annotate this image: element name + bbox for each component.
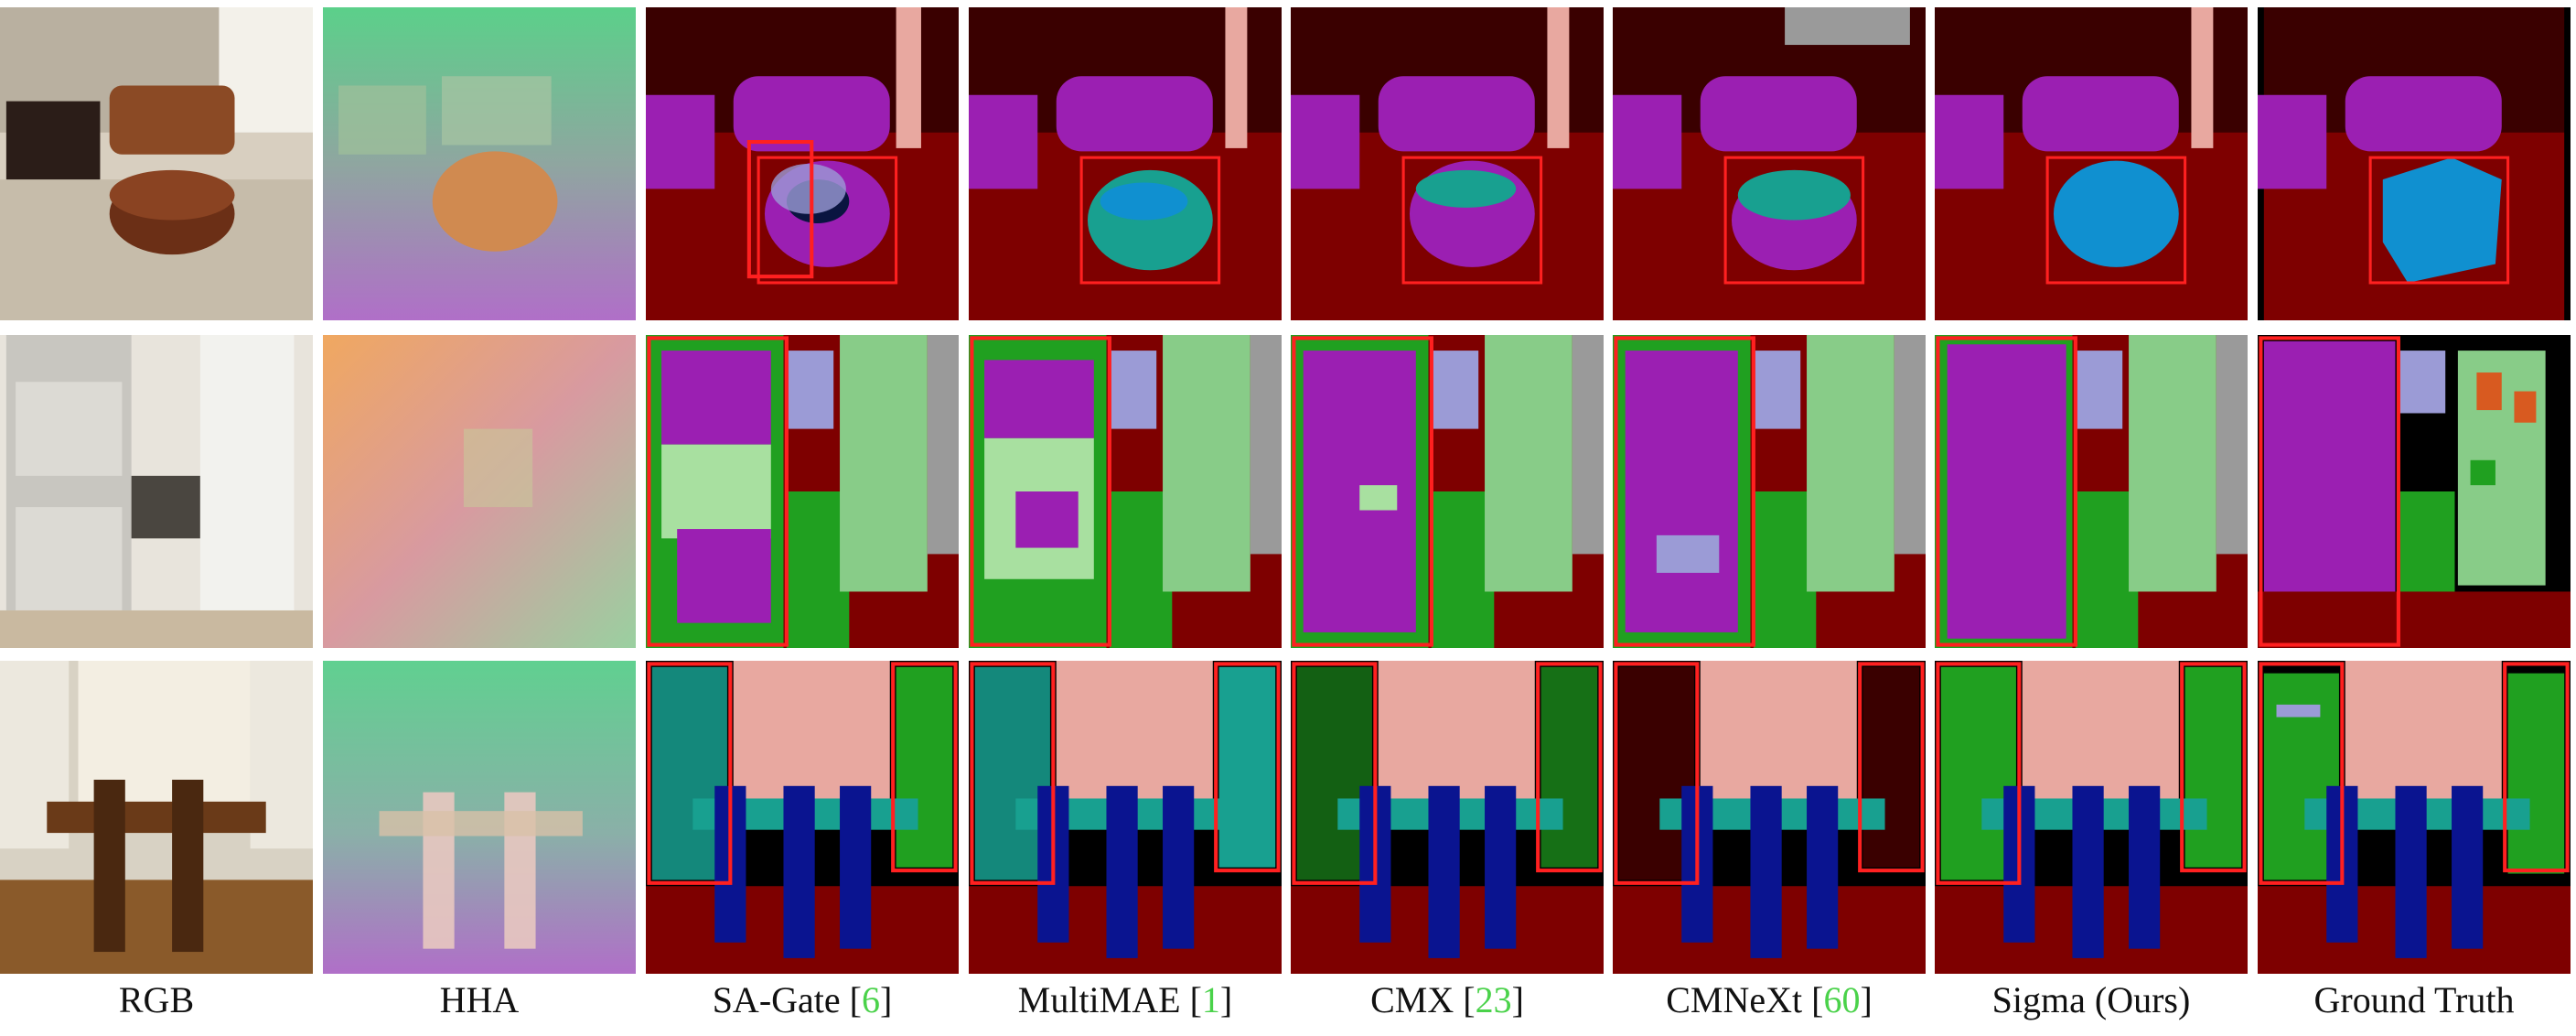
hha-living-room-image [323,7,636,320]
citation-link[interactable]: 6 [861,979,880,1020]
cmx-dining-room-prediction [1291,661,1604,974]
caption-rgb: RGB [118,979,195,1020]
caption-multimae: MultiMAE [1] [1017,979,1233,1020]
cmx-kitchen-prediction [1291,335,1604,648]
multimae-living-room-prediction [969,7,1282,320]
ground-truth-living-room [2258,7,2571,320]
multimae-kitchen-prediction [969,335,1282,648]
citation-link[interactable]: 1 [1201,979,1220,1020]
sigma-dining-room-prediction [1935,661,2248,974]
ground-truth-dining-room [2258,661,2571,974]
cmnext-dining-room-prediction [1613,661,1926,974]
cmnext-living-room-prediction [1613,7,1926,320]
rgb-kitchen-image [0,335,313,648]
hha-dining-room-image [323,661,636,974]
sa-gate-kitchen-prediction [646,335,959,648]
hha-kitchen-image [323,335,636,648]
sa-gate-living-room-prediction [646,7,959,320]
caption-hha: HHA [439,979,520,1020]
citation-link[interactable]: 60 [1823,979,1861,1020]
caption-sigma: Sigma (Ours) [1991,979,2191,1020]
citation-link[interactable]: 23 [1475,979,1512,1020]
rgb-dining-room-image [0,661,313,974]
cmnext-kitchen-prediction [1613,335,1926,648]
caption-ground-truth: Ground Truth [2313,979,2515,1020]
ground-truth-kitchen [2258,335,2571,648]
multimae-dining-room-prediction [969,661,1282,974]
sigma-kitchen-prediction [1935,335,2248,648]
rgb-living-room-image [0,7,313,320]
caption-sa-gate: SA-Gate [6] [712,979,893,1020]
caption-cmx: CMX [23] [1370,979,1524,1020]
sigma-living-room-prediction [1935,7,2248,320]
caption-cmnext: CMNeXt [60] [1666,979,1873,1020]
cmx-living-room-prediction [1291,7,1604,320]
sa-gate-dining-room-prediction [646,661,959,974]
